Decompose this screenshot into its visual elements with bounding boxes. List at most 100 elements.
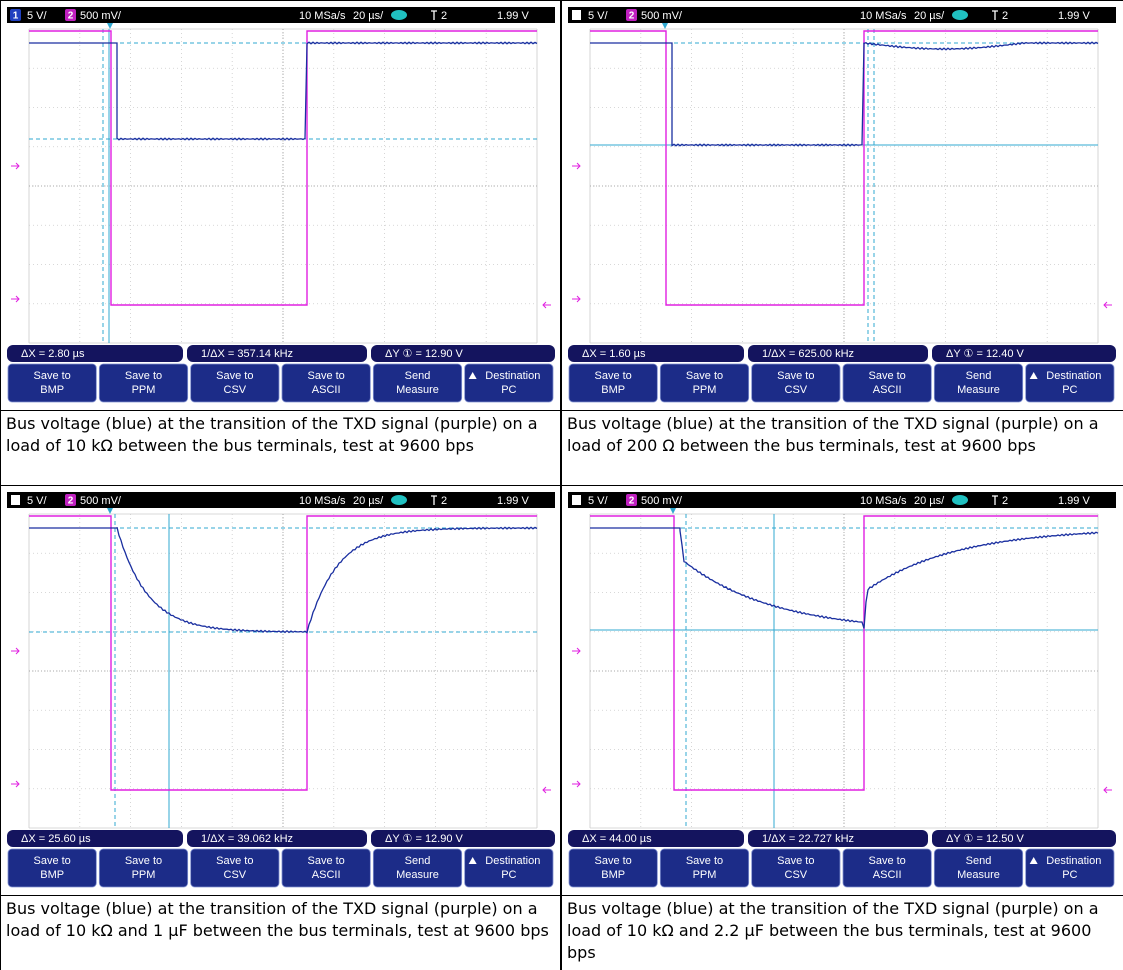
button-label: BMP (40, 384, 64, 396)
ch2-scale: 500 mV/ (641, 495, 683, 507)
button-label: ASCII (312, 869, 341, 881)
caption-cell: Bus voltage (blue) at the transition of … (0, 895, 561, 970)
button-label: Save to (308, 370, 345, 382)
run-indicator (391, 495, 407, 505)
scope-screen: 15 V/2500 mV/10 MSa/s20 µs/21.99 VΔX = 2… (7, 7, 555, 403)
caption: Bus voltage (blue) at the transition of … (567, 414, 1099, 455)
button-label: Save to (125, 370, 162, 382)
button-label: Save to (125, 855, 162, 867)
button-label: ASCII (873, 869, 902, 881)
measurement: ΔX = 25.60 µs (21, 833, 91, 845)
caption-cell: Bus voltage (blue) at the transition of … (561, 895, 1123, 970)
trigger-level: 1.99 V (497, 10, 529, 22)
button-label: Measure (396, 869, 439, 881)
caption: Bus voltage (blue) at the transition of … (6, 899, 549, 940)
timebase: 20 µs/ (914, 495, 945, 507)
sample-rate: 10 MSa/s (299, 10, 346, 22)
run-indicator (391, 10, 407, 20)
caption-cell: Bus voltage (blue) at the transition of … (561, 410, 1123, 486)
button-label: PC (1062, 869, 1077, 881)
button-label: CSV (785, 384, 808, 396)
button-label: PPM (132, 869, 156, 881)
ch2-scale: 500 mV/ (80, 495, 122, 507)
scope-screen: 5 V/2500 mV/10 MSa/s20 µs/21.99 VΔX = 44… (568, 492, 1116, 888)
button-label: Send (966, 855, 992, 867)
ch2-badge: 2 (68, 496, 74, 507)
button-label: ASCII (873, 384, 902, 396)
measurement: 1/ΔX = 22.727 kHz (762, 833, 854, 845)
trigger-source: 2 (1002, 495, 1008, 507)
button-label: Send (405, 855, 431, 867)
ch2-scale: 500 mV/ (80, 10, 122, 22)
timebase: 20 µs/ (353, 495, 384, 507)
trigger-source: 2 (1002, 10, 1008, 22)
trigger-source: 2 (441, 10, 447, 22)
plot-area (568, 508, 1116, 830)
button-label: Save to (308, 855, 345, 867)
button-label: Save to (34, 370, 71, 382)
ch1-scale: 5 V/ (27, 10, 48, 22)
run-indicator (952, 10, 968, 20)
caption: Bus voltage (blue) at the transition of … (6, 414, 538, 455)
button-label: Save to (869, 370, 906, 382)
measurement: ΔX = 44.00 µs (582, 833, 652, 845)
button-label: Save to (595, 855, 632, 867)
button-label: Save to (777, 855, 814, 867)
measurement: ΔY ① = 12.40 V (946, 348, 1025, 360)
button-label: Measure (396, 384, 439, 396)
trigger-level: 1.99 V (1058, 495, 1090, 507)
image-cell: 5 V/2 500 mV/10 MSa/s 20 µs/2 1.99 V ΔX = 1.… (561, 0, 1123, 411)
button-label: Save to (777, 370, 814, 382)
plot-area (568, 23, 1116, 345)
button-label: Send (405, 370, 431, 382)
button-label: Measure (957, 384, 1000, 396)
ch1-scale: 5 V/ (588, 10, 609, 22)
ch2-scale: 500 mV/ (641, 10, 683, 22)
button-label: BMP (601, 869, 625, 881)
sample-rate: 10 MSa/s (860, 495, 907, 507)
button-label: Measure (957, 869, 1000, 881)
measurement: ΔX = 2.80 µs (21, 348, 85, 360)
scope-screen: 5 V/2 500 mV/10 MSa/s 20 µs/2 1.99 V ΔX = 1.… (568, 7, 1116, 403)
ch2-badge: 2 (68, 11, 74, 22)
button-label: Destination (485, 855, 540, 867)
trigger-source: 2 (441, 495, 447, 507)
button-label: BMP (40, 869, 64, 881)
button-label: Destination (1046, 370, 1101, 382)
ch1-scale: 5 V/ (588, 495, 609, 507)
trigger-level: 1.99 V (1058, 10, 1090, 22)
button-label: Save to (34, 855, 71, 867)
trigger-level: 1.99 V (497, 495, 529, 507)
button-label: Save to (869, 855, 906, 867)
measurement: ΔY ① = 12.50 V (946, 833, 1025, 845)
measurement: 1/ΔX = 625.00 kHz (762, 348, 854, 360)
button-label: Destination (485, 370, 540, 382)
page: 15 V/2500 mV/10 MSa/s20 µs/21.99 VΔX = 2… (0, 0, 1123, 970)
measurement: ΔY ① = 12.90 V (385, 833, 464, 845)
ch1-box (572, 495, 581, 505)
timebase: 20 µs/ (914, 10, 945, 22)
button-label: CSV (224, 384, 247, 396)
button-label: Destination (1046, 855, 1101, 867)
ch1-scale: 5 V/ (27, 495, 48, 507)
ch2-badge: 2 (629, 11, 635, 22)
ch1-box (11, 495, 20, 505)
button-label: Save to (686, 370, 723, 382)
button-label: BMP (601, 384, 625, 396)
button-label: Save to (216, 370, 253, 382)
button-label: PPM (693, 869, 717, 881)
plot-area (7, 508, 555, 830)
button-label: CSV (785, 869, 808, 881)
caption: Bus voltage (blue) at the transition of … (567, 899, 1099, 962)
sample-rate: 10 MSa/s (860, 10, 907, 22)
measurement: ΔX = 1.60 µs (582, 348, 646, 360)
caption-cell: Bus voltage (blue) at the transition of … (0, 410, 561, 486)
button-label: PPM (132, 384, 156, 396)
button-label: Save to (686, 855, 723, 867)
button-label: CSV (224, 869, 247, 881)
button-label: PC (1062, 384, 1077, 396)
image-cell: 15 V/2500 mV/10 MSa/s20 µs/21.99 VΔX = 2… (0, 0, 561, 411)
measurement: 1/ΔX = 357.14 kHz (201, 348, 293, 360)
